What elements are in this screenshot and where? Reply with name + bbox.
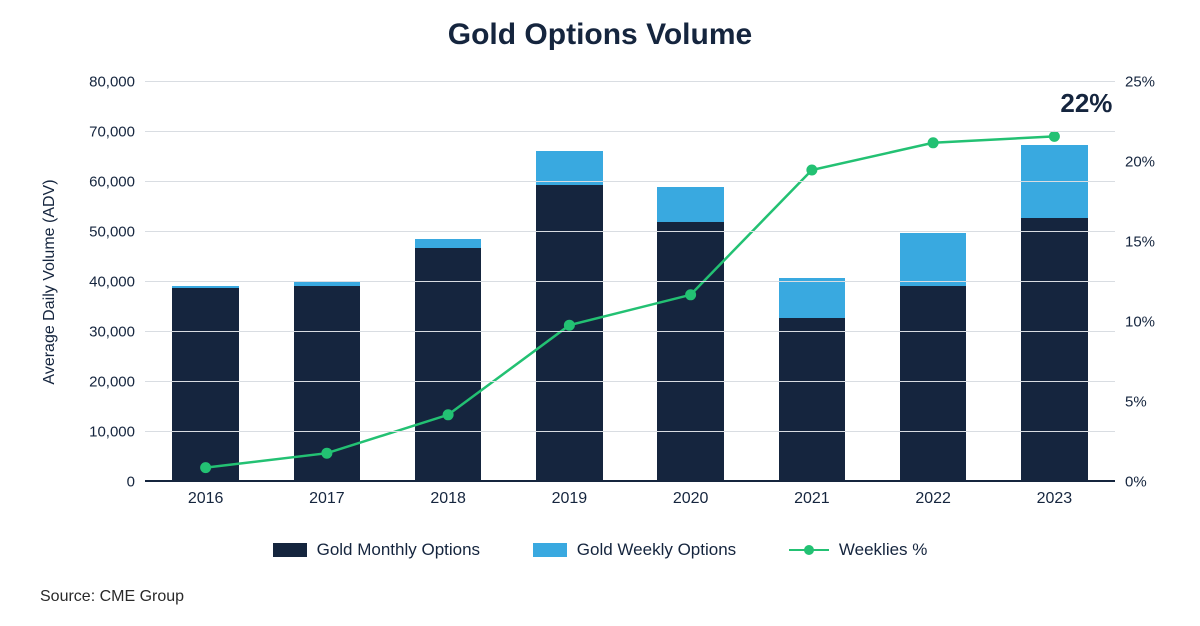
chart-title: Gold Options Volume <box>0 18 1200 52</box>
gridline <box>145 231 1115 232</box>
gridline <box>145 331 1115 332</box>
legend-swatch-monthly <box>273 543 307 557</box>
legend-item-weekly: Gold Weekly Options <box>533 540 736 560</box>
legend-swatch-weekly <box>533 543 567 557</box>
gridline <box>145 81 1115 82</box>
x-tick: 2020 <box>673 482 709 508</box>
y-tick-left: 30,000 <box>89 324 145 341</box>
y-tick-left: 60,000 <box>89 174 145 191</box>
line-marker <box>322 448 332 458</box>
legend-item-weeklies-pct: Weeklies % <box>789 540 928 560</box>
y-tick-right: 10% <box>1115 314 1155 331</box>
y-axis-label-left: Average Daily Volume (ADV) <box>41 179 59 384</box>
y-tick-left: 50,000 <box>89 224 145 241</box>
line-marker <box>807 165 817 175</box>
gridline <box>145 181 1115 182</box>
y-tick-left: 80,000 <box>89 74 145 91</box>
y-tick-left: 10,000 <box>89 424 145 441</box>
x-tick: 2017 <box>309 482 345 508</box>
line-marker <box>1049 131 1059 141</box>
gridline <box>145 381 1115 382</box>
chart-container: Gold Options Volume Average Daily Volume… <box>0 0 1200 626</box>
chart-legend: Gold Monthly Options Gold Weekly Options… <box>0 540 1200 562</box>
y-tick-left: 0 <box>127 474 145 491</box>
x-tick: 2023 <box>1037 482 1073 508</box>
gridline <box>145 431 1115 432</box>
x-tick: 2018 <box>430 482 466 508</box>
legend-dot-icon <box>804 545 814 555</box>
legend-swatch-line <box>789 543 829 557</box>
plot-area: 22% 010,00020,00030,00040,00050,00060,00… <box>145 82 1115 482</box>
line-weeklies-pct <box>206 136 1055 467</box>
x-tick: 2022 <box>915 482 951 508</box>
x-tick: 2016 <box>188 482 224 508</box>
y-tick-left: 40,000 <box>89 274 145 291</box>
y-tick-left: 70,000 <box>89 124 145 141</box>
line-marker <box>564 320 574 330</box>
y-tick-right: 20% <box>1115 154 1155 171</box>
line-marker <box>201 463 211 473</box>
y-tick-right: 15% <box>1115 234 1155 251</box>
legend-label: Gold Monthly Options <box>317 540 480 560</box>
legend-item-monthly: Gold Monthly Options <box>273 540 480 560</box>
source-attribution: Source: CME Group <box>40 588 184 606</box>
gridline <box>145 131 1115 132</box>
line-marker <box>928 138 938 148</box>
y-tick-right: 0% <box>1115 474 1147 491</box>
y-tick-right: 25% <box>1115 74 1155 91</box>
legend-label: Weeklies % <box>839 540 928 560</box>
legend-label: Gold Weekly Options <box>577 540 736 560</box>
line-marker <box>443 410 453 420</box>
x-tick: 2021 <box>794 482 830 508</box>
line-marker <box>686 290 696 300</box>
line-series-layer <box>145 82 1115 482</box>
data-callout: 22% <box>1060 88 1112 119</box>
x-tick: 2019 <box>552 482 588 508</box>
gridline <box>145 281 1115 282</box>
y-tick-right: 5% <box>1115 394 1147 411</box>
y-tick-left: 20,000 <box>89 374 145 391</box>
